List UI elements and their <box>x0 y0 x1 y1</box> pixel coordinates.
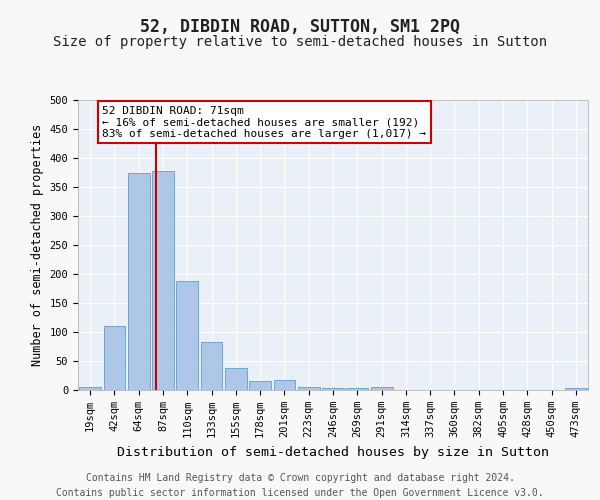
Bar <box>322 388 344 390</box>
Text: Size of property relative to semi-detached houses in Sutton: Size of property relative to semi-detach… <box>53 35 547 49</box>
Bar <box>298 386 320 390</box>
Bar <box>225 368 247 390</box>
Bar <box>200 342 223 390</box>
Y-axis label: Number of semi-detached properties: Number of semi-detached properties <box>31 124 44 366</box>
Text: Contains HM Land Registry data © Crown copyright and database right 2024.
Contai: Contains HM Land Registry data © Crown c… <box>56 472 544 498</box>
Bar <box>176 281 198 390</box>
Bar <box>249 380 271 390</box>
Bar <box>152 171 174 390</box>
Bar <box>346 388 368 390</box>
Bar <box>371 387 392 390</box>
Bar <box>128 172 149 390</box>
Bar <box>274 380 295 390</box>
Bar <box>79 387 101 390</box>
Text: 52, DIBDIN ROAD, SUTTON, SM1 2PQ: 52, DIBDIN ROAD, SUTTON, SM1 2PQ <box>140 18 460 36</box>
Text: 52 DIBDIN ROAD: 71sqm
← 16% of semi-detached houses are smaller (192)
83% of sem: 52 DIBDIN ROAD: 71sqm ← 16% of semi-deta… <box>102 106 426 139</box>
Bar <box>565 388 587 390</box>
Bar <box>104 326 125 390</box>
X-axis label: Distribution of semi-detached houses by size in Sutton: Distribution of semi-detached houses by … <box>117 446 549 458</box>
